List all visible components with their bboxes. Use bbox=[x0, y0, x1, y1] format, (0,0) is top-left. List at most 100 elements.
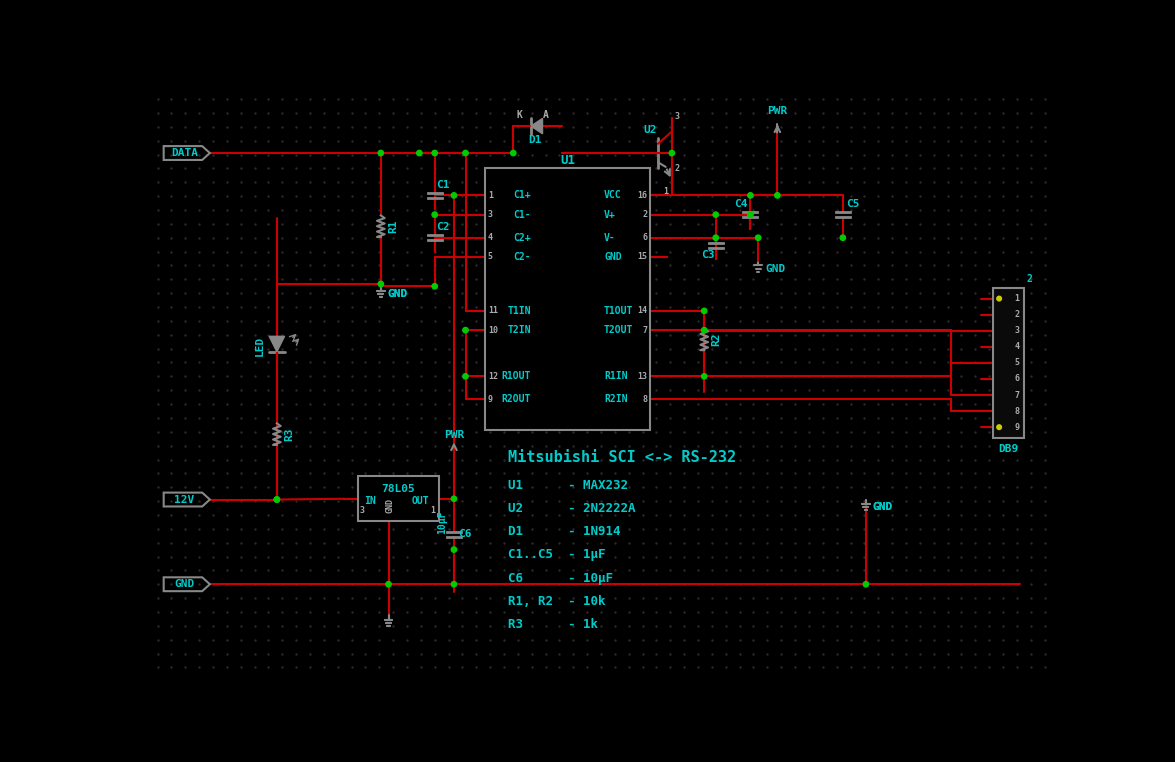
Circle shape bbox=[701, 308, 707, 314]
Text: A: A bbox=[543, 110, 549, 120]
Text: C2-: C2- bbox=[513, 252, 531, 262]
Text: R1: R1 bbox=[388, 219, 398, 233]
Text: D1: D1 bbox=[528, 135, 542, 145]
Text: C1-: C1- bbox=[513, 210, 531, 219]
Text: 16: 16 bbox=[637, 191, 647, 200]
Text: 8: 8 bbox=[643, 395, 647, 404]
Text: 10: 10 bbox=[488, 325, 498, 335]
Circle shape bbox=[432, 283, 437, 289]
Text: 1: 1 bbox=[663, 187, 669, 196]
Text: R2: R2 bbox=[712, 333, 721, 346]
Text: C6: C6 bbox=[458, 529, 471, 539]
Bar bbox=[993, 288, 1023, 438]
Text: DATA: DATA bbox=[172, 148, 197, 158]
Text: 3: 3 bbox=[1014, 326, 1019, 335]
Circle shape bbox=[701, 328, 707, 333]
Circle shape bbox=[451, 581, 457, 587]
Text: 6: 6 bbox=[1014, 374, 1019, 383]
Text: C4: C4 bbox=[734, 199, 747, 209]
Polygon shape bbox=[531, 118, 543, 134]
Circle shape bbox=[774, 193, 780, 198]
Text: K: K bbox=[517, 110, 523, 120]
Text: GND: GND bbox=[765, 264, 785, 274]
Text: 7: 7 bbox=[643, 325, 647, 335]
Text: T1OUT: T1OUT bbox=[604, 306, 633, 316]
Text: 1: 1 bbox=[1014, 294, 1019, 303]
Text: GND: GND bbox=[873, 502, 893, 512]
Bar bbox=[996, 407, 1019, 415]
Text: R3: R3 bbox=[284, 427, 294, 441]
Text: PWR: PWR bbox=[767, 107, 787, 117]
Text: Mitsubishi SCI <-> RS-232: Mitsubishi SCI <-> RS-232 bbox=[508, 450, 736, 465]
Text: R1IN: R1IN bbox=[604, 371, 627, 381]
Text: 2: 2 bbox=[1014, 310, 1019, 319]
Circle shape bbox=[378, 150, 383, 155]
Text: 9: 9 bbox=[488, 395, 492, 404]
Circle shape bbox=[432, 212, 437, 217]
Text: C6      - 10μF: C6 - 10μF bbox=[508, 572, 613, 584]
Text: 3: 3 bbox=[360, 506, 364, 515]
Text: IN: IN bbox=[364, 496, 376, 506]
Circle shape bbox=[713, 212, 718, 217]
Circle shape bbox=[864, 581, 868, 587]
Text: VCC: VCC bbox=[604, 190, 622, 200]
Polygon shape bbox=[269, 336, 284, 352]
Text: 6: 6 bbox=[643, 233, 647, 242]
Text: U1      - MAX232: U1 - MAX232 bbox=[508, 479, 627, 492]
Circle shape bbox=[747, 193, 753, 198]
Text: 12V: 12V bbox=[174, 495, 195, 504]
Text: DB9: DB9 bbox=[999, 443, 1019, 453]
Circle shape bbox=[378, 281, 383, 287]
Text: C2+: C2+ bbox=[513, 232, 531, 243]
Text: GND: GND bbox=[174, 579, 195, 589]
Text: C1+: C1+ bbox=[513, 190, 531, 200]
Circle shape bbox=[451, 496, 457, 501]
Text: GND: GND bbox=[388, 289, 408, 299]
Circle shape bbox=[463, 150, 468, 155]
Circle shape bbox=[511, 150, 516, 155]
Circle shape bbox=[463, 373, 468, 379]
Text: C2: C2 bbox=[436, 222, 450, 232]
Text: 14: 14 bbox=[637, 306, 647, 315]
Circle shape bbox=[417, 150, 422, 155]
Text: 2: 2 bbox=[674, 164, 680, 173]
Text: 2: 2 bbox=[1027, 274, 1033, 283]
Text: D1      - 1N914: D1 - 1N914 bbox=[508, 525, 620, 539]
Text: V+: V+ bbox=[604, 210, 616, 219]
Text: R1OUT: R1OUT bbox=[502, 371, 531, 381]
Text: 10μF: 10μF bbox=[437, 511, 447, 534]
Text: 11: 11 bbox=[488, 306, 498, 315]
Text: 1: 1 bbox=[431, 506, 436, 515]
Text: R3      - 1k: R3 - 1k bbox=[508, 618, 598, 631]
Circle shape bbox=[385, 581, 391, 587]
Text: U2      - 2N2222A: U2 - 2N2222A bbox=[508, 502, 636, 515]
Bar bbox=[996, 359, 1019, 367]
Text: 13: 13 bbox=[637, 372, 647, 381]
Text: R2OUT: R2OUT bbox=[502, 395, 531, 405]
Text: T2OUT: T2OUT bbox=[604, 325, 633, 335]
Text: 3: 3 bbox=[674, 111, 680, 120]
Circle shape bbox=[713, 235, 718, 241]
Text: 5: 5 bbox=[1014, 358, 1019, 367]
Circle shape bbox=[451, 547, 457, 552]
Circle shape bbox=[463, 328, 468, 333]
Circle shape bbox=[840, 235, 846, 241]
Circle shape bbox=[670, 150, 674, 155]
Text: 1: 1 bbox=[488, 191, 492, 200]
Bar bbox=[357, 476, 438, 521]
Bar bbox=[996, 343, 1019, 351]
Bar bbox=[996, 391, 1019, 399]
Text: U2: U2 bbox=[644, 125, 657, 135]
Text: R2IN: R2IN bbox=[604, 395, 627, 405]
Text: 4: 4 bbox=[488, 233, 492, 242]
Bar bbox=[996, 375, 1019, 383]
Circle shape bbox=[274, 497, 280, 502]
Text: GND: GND bbox=[873, 502, 893, 512]
Text: C1..C5  - 1μF: C1..C5 - 1μF bbox=[508, 549, 605, 562]
Circle shape bbox=[701, 373, 707, 379]
Text: 78L05: 78L05 bbox=[381, 484, 415, 494]
Text: C5: C5 bbox=[846, 199, 859, 209]
Text: T1IN: T1IN bbox=[508, 306, 531, 316]
Text: C3: C3 bbox=[700, 250, 714, 260]
Text: 8: 8 bbox=[1014, 407, 1019, 415]
